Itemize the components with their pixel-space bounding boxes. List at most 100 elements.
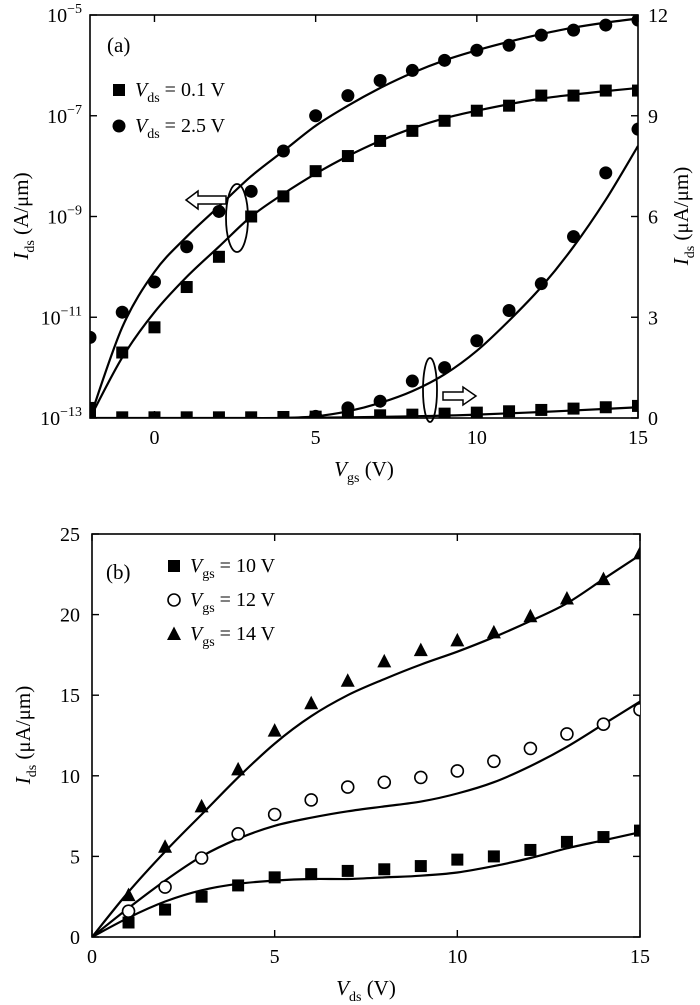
annotation-ellipse-right [422,357,438,423]
data-point-a-series-4 [534,277,548,291]
y-right-tick-label-a: 0 [648,408,658,430]
data-point-b-series-1 [451,853,464,866]
legend-entry-a-1: Vds = 0.1 V [135,79,226,106]
data-point-a-series-3 [148,411,161,418]
data-point-a-series-2 [438,53,452,67]
y-axis-label-b: Ids (μA/μm) [11,686,40,786]
data-point-a-series-1 [116,346,129,359]
data-point-b-series-3 [450,632,465,647]
data-point-b-series-3 [158,839,173,853]
y-left-tick-label-a: 10−11 [41,304,82,329]
data-point-a-series-2 [373,73,387,87]
data-point-b-series-3 [194,798,209,813]
data-point-a-series-1 [148,321,161,334]
fit-curve-b-2 [92,700,640,937]
data-point-a-series-3 [277,410,290,418]
panel-label-a: (a) [107,33,130,57]
data-point-b-series-3 [523,608,538,623]
markers-a [90,15,638,418]
legend-entry-b-1: Vgs = 10 V [190,555,276,582]
y-left-tick-label-a: 10−13 [40,405,82,430]
data-point-a-series-1 [212,250,225,263]
y-right-axis-label-a: Ids (μA/μm) [669,167,698,267]
data-point-a-series-1 [406,124,419,137]
fit-curves-b [92,554,640,937]
data-point-b-series-2 [413,770,428,785]
y-left-tick-label-a: 10−9 [47,204,82,229]
y-tick-label-b: 10 [60,766,80,788]
data-point-b-series-3 [596,571,611,586]
data-point-a-series-3 [438,407,451,418]
x-tick-label-b: 0 [87,946,97,968]
data-point-b-series-1 [159,903,172,916]
data-point-b-series-1 [487,850,500,863]
data-point-b-series-3 [377,653,392,668]
data-point-b-series-1 [378,863,391,876]
legend-marker-b-1 [168,560,180,572]
fit-curve-b-1 [92,831,640,937]
legend-entry-a-2: Vds = 2.5 V [135,115,226,142]
legend-entry-b-2: Vgs = 12 V [190,589,276,616]
data-point-a-series-3 [599,401,612,414]
data-point-b-series-3 [559,590,574,605]
data-point-b-series-1 [341,864,354,877]
data-point-b-series-1 [414,860,427,873]
data-point-b-series-3 [231,761,246,776]
data-point-a-series-1 [309,165,322,178]
data-point-b-series-2 [267,807,282,822]
data-point-b-series-3 [486,624,501,639]
fit-curve-a-4 [283,145,638,418]
data-point-b-series-2 [304,793,319,807]
x-tick-label-a: 0 [149,427,159,449]
data-point-a-series-3 [632,399,638,412]
data-point-b-series-2 [158,880,172,894]
data-point-a-series-4 [405,374,419,388]
data-point-a-series-4 [599,166,613,180]
x-axis-label-b: Vds (V) [336,976,396,1005]
fit-curve-b-3 [92,554,640,937]
data-point-a-series-1 [632,84,638,97]
legend-entry-b-3: Vgs = 14 V [190,623,276,650]
data-point-a-series-3 [567,402,580,415]
y-tick-label-b: 0 [70,927,80,949]
y-tick-label-b: 25 [60,524,80,546]
y-left-tick-label-a: 10−7 [47,103,82,128]
data-point-b-series-2 [121,904,136,919]
legend-marker-b-2 [167,593,181,607]
data-point-a-series-2 [90,330,97,344]
annotation-ellipse-left [225,183,249,253]
data-point-b-series-2 [194,851,209,865]
plot-frame-b [91,533,641,938]
arrow-left-icon [184,189,227,211]
data-point-a-series-2 [341,89,355,103]
x-tick-label-b: 15 [630,946,650,968]
y-left-tick-label-a: 10−5 [47,2,82,27]
data-point-a-series-1 [599,84,612,97]
data-point-b-series-2 [377,775,392,790]
data-point-b-series-1 [305,868,318,881]
x-tick-label-a: 5 [311,427,321,449]
data-point-a-series-2 [212,204,226,218]
data-point-a-series-2 [244,184,258,198]
data-point-a-series-4 [567,230,581,244]
legend-marker-b-3 [167,626,181,640]
data-point-a-series-4 [438,361,452,375]
data-point-b-series-2 [596,717,611,732]
data-point-a-series-4 [631,122,638,136]
data-point-a-series-1 [180,281,193,294]
data-point-a-series-2 [180,240,194,254]
data-point-a-series-3 [503,405,516,418]
data-point-a-series-2 [534,28,548,42]
y-tick-label-b: 15 [60,685,80,707]
data-point-a-series-2 [276,144,290,158]
data-point-a-series-2 [567,23,581,37]
data-point-b-series-1 [268,871,281,884]
y-right-tick-label-a: 9 [648,106,658,128]
fit-curve-a-3 [90,406,638,418]
data-point-b-series-3 [633,545,640,560]
panel-a: 0 5 10 1510−1310−1110−910−710−5036912(a)Vds… [9,2,698,486]
data-point-a-series-3 [116,411,129,418]
y-tick-label-b: 20 [60,605,80,627]
data-point-a-series-3 [212,411,225,418]
